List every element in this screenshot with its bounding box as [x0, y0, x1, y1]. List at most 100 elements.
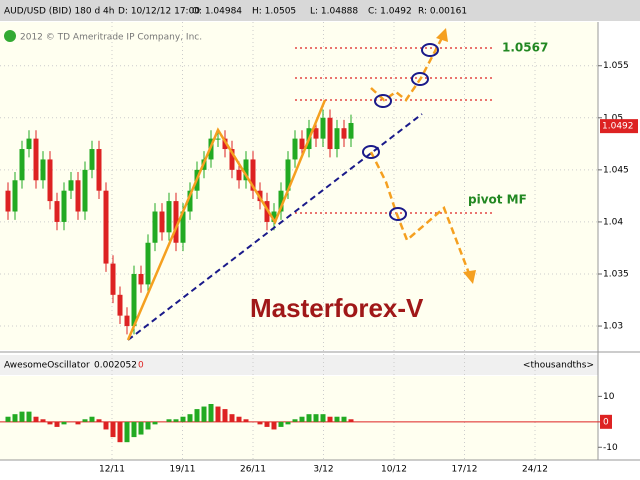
oscillator-bar [26, 411, 32, 422]
marker-circle [389, 207, 407, 221]
indicator-reading: 0.002052 [94, 361, 137, 371]
trend-line [127, 113, 423, 341]
zero-box [600, 414, 612, 429]
date: D: 10/12/12 17:00 [118, 7, 200, 17]
oscillator-bar [208, 404, 214, 422]
oscillator-bar [33, 416, 39, 422]
oscillator-bar [173, 419, 179, 422]
copyright: 2012 © TD Ameritrade IP Company, Inc. [20, 33, 202, 43]
candle-body [138, 273, 144, 285]
target-label: 1.0567 [502, 41, 548, 55]
candle-body [243, 159, 249, 181]
candle-body [26, 138, 32, 150]
candle-body [145, 242, 151, 285]
oscillator-bar [82, 419, 88, 422]
wave-line [126, 99, 327, 341]
candle-body [229, 149, 235, 170]
oscillator-bar [306, 414, 312, 422]
oscillator-bar [257, 421, 263, 425]
candle-body [82, 169, 88, 212]
indicator-name: AwesomeOscillator [4, 361, 90, 371]
candle-body [12, 180, 18, 212]
candle-body [320, 117, 326, 139]
candle-body [180, 211, 186, 243]
oscillator-bar [264, 421, 270, 427]
candle-body [271, 211, 277, 222]
oscillator-bar [278, 421, 284, 427]
candle-body [173, 201, 179, 243]
candle-body [159, 211, 165, 233]
oscillator-header [0, 355, 598, 375]
candle-body [299, 138, 305, 150]
y-tick-label: 1.03 [603, 322, 623, 332]
candle-body [61, 190, 67, 222]
header-bar [0, 0, 640, 21]
info-icon[interactable] [4, 30, 16, 42]
forecast-up [370, 33, 446, 102]
oscillator-bar [194, 409, 200, 422]
high: H: 1.0505 [252, 7, 296, 17]
candle-body [54, 201, 60, 222]
marker-circle [411, 72, 429, 86]
candle-body [264, 201, 270, 222]
candle-body [327, 117, 333, 150]
brand: Masterforex-V [250, 293, 424, 323]
candle-body [236, 169, 242, 181]
x-tick-label: 3/12 [313, 465, 333, 475]
oscillator-bar [166, 419, 172, 422]
oscillator-bar [54, 421, 60, 427]
candle-body [19, 149, 25, 181]
candle-body [40, 159, 46, 181]
oscillator-bar [327, 416, 333, 422]
symbol: AUD/USD (BID) 180 d 4h [4, 7, 114, 17]
candle-body [348, 123, 354, 139]
oscillator-bar [124, 421, 130, 443]
oscillator-bar [12, 414, 18, 422]
candle-body [215, 138, 221, 140]
oscillator-bar [313, 414, 319, 422]
annotations: 1.0567 pivot MF Masterforex-V [126, 28, 548, 341]
candle-body [124, 315, 130, 327]
oscillator-bar [341, 416, 347, 422]
oscillator-bar [236, 416, 242, 422]
oscillator-bar [40, 419, 46, 422]
candle-body [89, 149, 95, 170]
marker-circle [374, 94, 392, 108]
oscillator-bar [201, 406, 207, 422]
y-tick-label: 1.05 [603, 113, 623, 123]
x-tick-label: 24/12 [522, 465, 548, 475]
oscillator-bar [103, 421, 109, 430]
oscillator-bar [152, 421, 158, 425]
candle-body [131, 273, 137, 327]
oscillator-bar [89, 416, 95, 422]
oscillator-bar [75, 421, 81, 425]
candle-body [313, 128, 319, 139]
oscillator-bar [96, 419, 102, 422]
candle-body [117, 294, 123, 316]
oscillator-bar [229, 414, 235, 422]
y-tick-label: 1.045 [603, 165, 629, 175]
candle-body [47, 159, 53, 202]
oscillator-bar [47, 421, 53, 425]
oscillator-bar [292, 419, 298, 422]
y-tick-label: 0 [603, 417, 609, 427]
arrow-head [463, 270, 476, 284]
candle-body [187, 190, 193, 212]
forecast-down [369, 151, 472, 277]
candle-body [334, 128, 340, 150]
y-tick-label: 1.055 [603, 61, 629, 71]
candle-body [103, 190, 109, 264]
x-tick-label: 19/11 [170, 465, 196, 475]
oscillator-bar [131, 421, 137, 438]
oscillator-bar [61, 421, 67, 425]
candle-body [75, 180, 81, 212]
candle-body [292, 138, 298, 160]
oscillator-bar [348, 419, 354, 422]
oscillator-bar [285, 421, 291, 425]
units-label: <thousandths> [523, 361, 594, 371]
y-tick-label: -10 [603, 443, 618, 453]
candle-body [166, 201, 172, 233]
x-tick-label: 17/12 [452, 465, 478, 475]
candle-body [285, 159, 291, 191]
